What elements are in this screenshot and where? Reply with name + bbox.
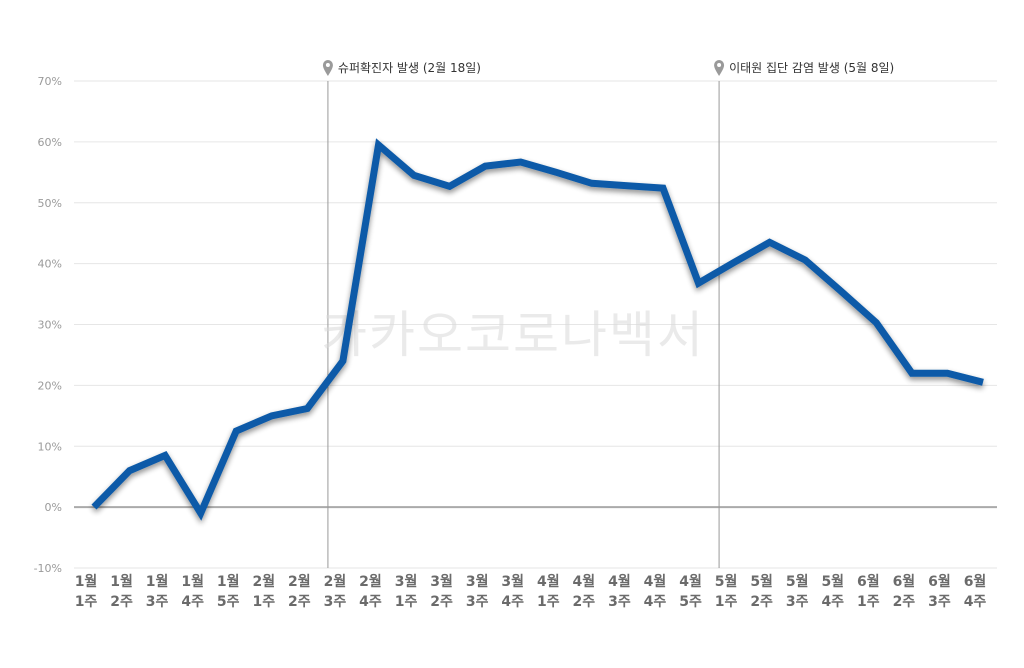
- x-tick-week: 3주: [146, 594, 169, 610]
- series-line: [91, 138, 984, 521]
- y-tick-label: 60%: [38, 136, 62, 149]
- pin-hole: [717, 63, 722, 67]
- y-tick-label: 20%: [38, 379, 62, 392]
- x-tick-week: 3주: [466, 594, 489, 610]
- x-tick-month: 1월: [217, 573, 240, 590]
- x-tick-month: 4월: [644, 573, 667, 590]
- y-tick-label: 50%: [38, 197, 62, 210]
- x-tick-month: 5월: [715, 573, 738, 590]
- x-tick-month: 6월: [893, 573, 916, 590]
- x-tick-month: 6월: [964, 573, 987, 590]
- x-tick-week: 2주: [110, 594, 133, 610]
- x-tick-week: 1주: [395, 594, 418, 610]
- x-tick-week: 2주: [750, 594, 773, 610]
- annotation-label: 이태원 집단 감염 발생 (5월 8일): [729, 61, 894, 75]
- pin-hole: [325, 63, 330, 67]
- x-tick-month: 1월: [75, 573, 98, 590]
- y-tick-label: 40%: [38, 258, 62, 271]
- x-tick-month: 4월: [537, 573, 560, 590]
- x-tick-month: 3월: [501, 573, 524, 590]
- x-tick-month: 1월: [110, 573, 133, 590]
- y-tick-label: 70%: [38, 75, 62, 88]
- y-tick-label: 10%: [38, 440, 62, 453]
- x-tick-week: 4주: [821, 594, 844, 610]
- x-tick-week: 1주: [252, 594, 275, 610]
- x-tick-week: 4주: [501, 594, 524, 610]
- x-tick-week: 3주: [928, 594, 951, 610]
- x-tick-week: 3주: [786, 594, 809, 610]
- watermark-text: 카카오코로나백서: [321, 306, 705, 364]
- x-tick-week: 1주: [857, 594, 880, 610]
- x-tick-month: 3월: [430, 573, 453, 590]
- x-tick-month: 2월: [359, 573, 382, 590]
- x-tick-month: 3월: [395, 573, 418, 590]
- x-tick-week: 5주: [217, 594, 240, 610]
- annotation-label: 슈퍼확진자 발생 (2월 18일): [338, 61, 481, 75]
- x-tick-week: 4주: [181, 594, 204, 610]
- annotations: 슈퍼확진자 발생 (2월 18일) 이태원 집단 감염 발생 (5월 8일): [322, 60, 894, 568]
- y-axis-labels: 70% 60% 50% 40% 30% 20% 10% 0% -10%: [34, 75, 62, 575]
- x-tick-month: 1월: [181, 573, 204, 590]
- x-tick-week: 2주: [573, 594, 596, 610]
- x-tick-month: 1월: [146, 573, 169, 590]
- x-tick-week: 4주: [964, 594, 987, 610]
- x-tick-month: 2월: [288, 573, 311, 590]
- x-tick-month: 6월: [857, 573, 880, 590]
- x-tick-month: 4월: [573, 573, 596, 590]
- map-pin-icon: [322, 60, 333, 76]
- x-tick-week: 2주: [430, 594, 453, 610]
- x-tick-month: 5월: [786, 573, 809, 590]
- series-layer: [91, 138, 984, 521]
- x-tick-week: 1주: [537, 594, 560, 610]
- x-tick-month: 5월: [821, 573, 844, 590]
- pin-shape: [322, 60, 333, 76]
- y-tick-label: 30%: [38, 319, 62, 332]
- x-tick-month: 5월: [750, 573, 773, 590]
- x-tick-month: 4월: [679, 573, 702, 590]
- x-tick-week: 1주: [75, 594, 98, 610]
- map-pin-icon: [714, 60, 725, 76]
- pin-shape: [714, 60, 725, 76]
- y-tick-label: -10%: [34, 562, 62, 575]
- x-tick-month: 6월: [928, 573, 951, 590]
- x-tick-month: 4월: [608, 573, 631, 590]
- x-tick-week: 5주: [679, 594, 702, 610]
- x-axis-labels: 1월 1주 1월 2주 1월 3주 1월 4주 1월 5주 2월 1주 2월 2주 2월 3주 2월 4주 3월 1주…: [75, 573, 987, 610]
- y-tick-label: 0%: [45, 501, 62, 514]
- x-tick-week: 1주: [715, 594, 738, 610]
- x-tick-month: 3월: [466, 573, 489, 590]
- x-tick-week: 3주: [324, 594, 347, 610]
- x-tick-week: 3주: [608, 594, 631, 610]
- x-tick-week: 2주: [893, 594, 916, 610]
- x-tick-month: 2월: [252, 573, 275, 590]
- x-tick-week: 4주: [359, 594, 382, 610]
- x-tick-month: 2월: [324, 573, 347, 590]
- x-tick-week: 2주: [288, 594, 311, 610]
- x-tick-week: 4주: [644, 594, 667, 610]
